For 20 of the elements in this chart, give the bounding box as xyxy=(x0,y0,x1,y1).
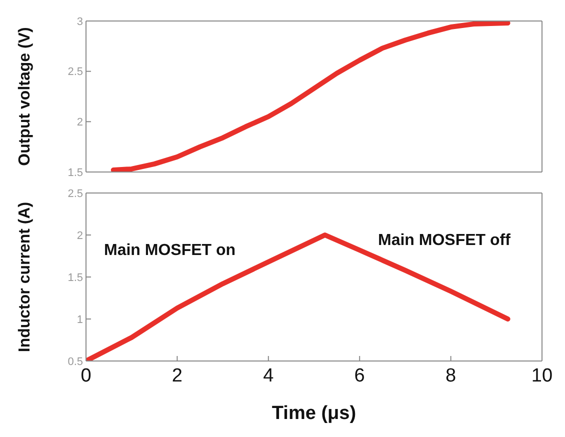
x-tick-label: 10 xyxy=(531,365,553,386)
y-tick-label: 2.5 xyxy=(68,188,83,200)
annotation: Main MOSFET on xyxy=(104,242,236,260)
y-tick-label: 1.5 xyxy=(68,166,83,179)
y-tick-label: 3 xyxy=(76,16,83,28)
x-tick-label: 0 xyxy=(80,365,92,386)
y-axis-title: Inductor current (A) xyxy=(16,202,34,352)
y-tick-label: 2.5 xyxy=(68,66,83,78)
x-tick-label: 8 xyxy=(446,365,456,386)
y-tick-label: 1 xyxy=(76,314,83,326)
y-axis-title: Output voltage (V) xyxy=(16,27,34,166)
y-tick-label: 2 xyxy=(76,230,83,242)
x-tick-label: 4 xyxy=(263,365,274,386)
y-tick-label: 2 xyxy=(76,116,83,129)
annotation: Main MOSFET off xyxy=(378,232,510,250)
x-tick-label: 6 xyxy=(354,365,365,386)
x-axis-title: Time (μs) xyxy=(272,403,356,424)
y-tick-label: 0.5 xyxy=(68,356,83,368)
x-tick-label: 2 xyxy=(172,365,182,386)
y-tick-label: 1.5 xyxy=(68,272,83,284)
